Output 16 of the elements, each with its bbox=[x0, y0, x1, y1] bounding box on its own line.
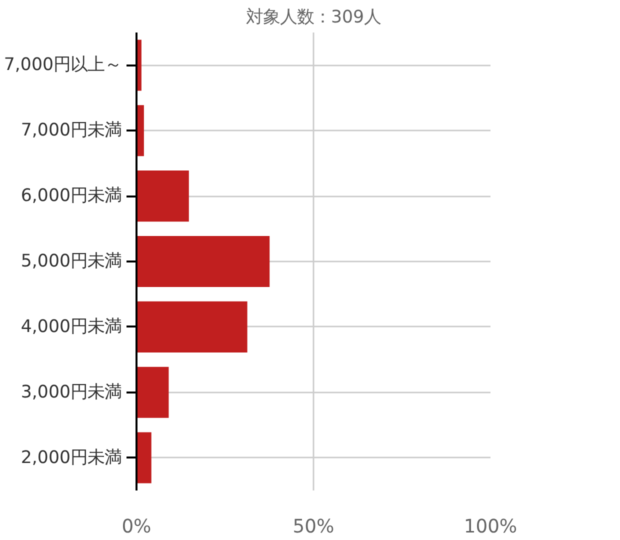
y-tick-label: 5,000円未満 bbox=[20, 252, 122, 272]
chart-title: 対象人数：309人 bbox=[246, 8, 382, 28]
y-tick-label: 2,000円未満 bbox=[20, 448, 122, 468]
y-tick-label: 3,000円未満 bbox=[20, 382, 122, 402]
y-tick-label: 4,000円未満 bbox=[20, 316, 122, 337]
x-tick-label: 100% bbox=[464, 516, 518, 538]
bar bbox=[136, 301, 248, 352]
bar bbox=[136, 366, 169, 418]
y-tick-label: 6,000円未満 bbox=[20, 186, 122, 206]
bar bbox=[136, 236, 270, 288]
y-tick-label: 7,000円以上～ bbox=[4, 55, 122, 76]
bar bbox=[136, 432, 152, 484]
x-tick-label: 0% bbox=[122, 516, 152, 538]
x-tick-label: 50% bbox=[292, 516, 334, 538]
bar bbox=[136, 170, 189, 222]
y-tick-label: 7,000円未満 bbox=[20, 120, 122, 141]
